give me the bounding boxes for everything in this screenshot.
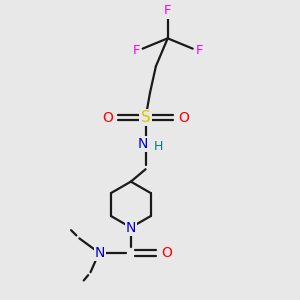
Text: N: N bbox=[95, 246, 105, 260]
Text: F: F bbox=[132, 44, 140, 57]
Text: O: O bbox=[103, 111, 113, 125]
Text: O: O bbox=[178, 111, 189, 125]
Text: F: F bbox=[164, 4, 171, 17]
Text: S: S bbox=[141, 110, 151, 125]
Text: O: O bbox=[161, 246, 172, 260]
Text: N: N bbox=[138, 137, 148, 151]
Text: F: F bbox=[195, 44, 203, 57]
Text: N: N bbox=[126, 220, 136, 235]
Text: H: H bbox=[153, 140, 163, 153]
